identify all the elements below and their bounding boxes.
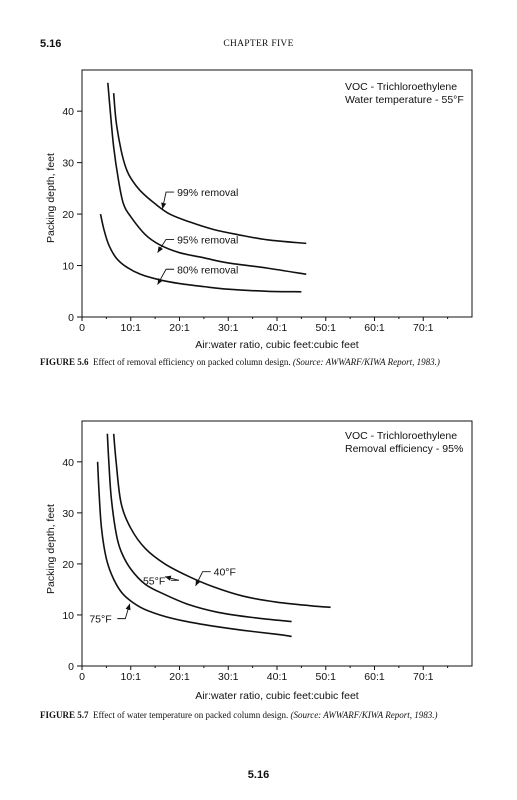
series-40-f-curve bbox=[112, 433, 331, 609]
figure-5-7-chart: Packing depth, feet Air:water ratio, cub… bbox=[45, 420, 473, 702]
callout-arrowhead-75-f bbox=[125, 603, 131, 611]
y-tick-label: 0 bbox=[68, 312, 74, 324]
caption-source: (Source: AWWARF/KIWA Report, 1983.) bbox=[290, 710, 438, 720]
callout-label-95-removal: 95% removal bbox=[177, 234, 238, 246]
x-tick-label: 10:1 bbox=[121, 671, 142, 683]
series-75-f-curve bbox=[96, 461, 292, 638]
x-tick-label: 50:1 bbox=[316, 322, 337, 334]
x-tick-label: 70:1 bbox=[413, 671, 434, 683]
y-tick-label: 0 bbox=[68, 661, 74, 673]
y-axis-label: Packing depth, feet bbox=[45, 153, 57, 243]
x-tick-label: 30:1 bbox=[218, 671, 239, 683]
annotation-line-2: Removal efficiency - 95% bbox=[345, 443, 463, 455]
x-tick-label: 60:1 bbox=[364, 322, 385, 334]
x-axis-label: Air:water ratio, cubic feet:cubic feet bbox=[195, 339, 358, 351]
x-axis-label: Air:water ratio, cubic feet:cubic feet bbox=[195, 690, 358, 702]
figure-5-6-caption: FIGURE 5.6 Effect of removal efficiency … bbox=[40, 357, 480, 368]
plot-frame bbox=[81, 69, 473, 318]
y-tick-label: 30 bbox=[62, 158, 74, 170]
x-tick-label: 40:1 bbox=[267, 671, 288, 683]
x-tick-label: 70:1 bbox=[413, 322, 434, 334]
y-tick-label: 20 bbox=[62, 209, 74, 221]
x-tick-label: 30:1 bbox=[218, 322, 239, 334]
page-number-header: 5.16 bbox=[40, 38, 62, 50]
callout-label-75-f: 75°F bbox=[89, 614, 111, 626]
callout-arrowhead-40-f bbox=[195, 579, 201, 586]
series-95-removal-curve bbox=[107, 82, 307, 276]
y-tick-label: 10 bbox=[62, 610, 74, 622]
x-tick-label: 50:1 bbox=[316, 671, 337, 683]
callout-arrowhead-99-removal bbox=[161, 202, 167, 209]
caption-text: Effect of removal efficiency on packed c… bbox=[93, 357, 291, 367]
y-tick-label: 40 bbox=[62, 457, 74, 469]
caption-source: (Source: AWWARF/KIWA Report, 1983.) bbox=[292, 357, 440, 367]
y-tick-label: 40 bbox=[62, 106, 74, 118]
page-number-footer: 5.16 bbox=[247, 769, 270, 781]
callout-label-40-f: 40°F bbox=[214, 567, 236, 579]
x-tick-label: 0 bbox=[79, 671, 85, 683]
series-80-removal-curve bbox=[99, 213, 302, 293]
annotation-line-1: VOC - Trichloroethylene bbox=[345, 430, 457, 442]
chapter-title: CHAPTER FIVE bbox=[223, 39, 294, 49]
x-tick-label: 20:1 bbox=[169, 322, 190, 334]
y-tick-label: 10 bbox=[62, 261, 74, 273]
annotation-line-1: VOC - Trichloroethylene bbox=[345, 81, 457, 93]
callout-arrowhead-55-f bbox=[164, 575, 172, 581]
x-tick-label: 0 bbox=[79, 322, 85, 334]
callout-label-80-removal: 80% removal bbox=[177, 264, 238, 276]
x-tick-label: 60:1 bbox=[364, 671, 385, 683]
x-tick-label: 10:1 bbox=[121, 322, 142, 334]
figure-5-6-chart: Packing depth, feet Air:water ratio, cub… bbox=[45, 69, 473, 351]
y-tick-label: 30 bbox=[62, 508, 74, 520]
series-99-removal-curve bbox=[112, 93, 307, 245]
y-tick-label: 20 bbox=[62, 559, 74, 571]
annotation-line-2: Water temperature - 55°F bbox=[345, 94, 464, 106]
callout-arrowhead-80-removal bbox=[157, 278, 163, 285]
callout-label-99-removal: 99% removal bbox=[177, 187, 238, 199]
series-55-f-curve bbox=[106, 433, 292, 623]
caption-text: Effect of water temperature on packed co… bbox=[93, 710, 289, 720]
x-tick-label: 20:1 bbox=[169, 671, 190, 683]
callout-label-55-f: 55°F bbox=[143, 575, 165, 587]
callout-arrowhead-95-removal bbox=[157, 246, 163, 253]
figure-number: FIGURE 5.6 bbox=[40, 357, 89, 367]
figure-5-7-caption: FIGURE 5.7 Effect of water temperature o… bbox=[40, 710, 480, 721]
x-tick-label: 40:1 bbox=[267, 322, 288, 334]
figure-number: FIGURE 5.7 bbox=[40, 710, 89, 720]
y-axis-label: Packing depth, feet bbox=[45, 504, 57, 594]
